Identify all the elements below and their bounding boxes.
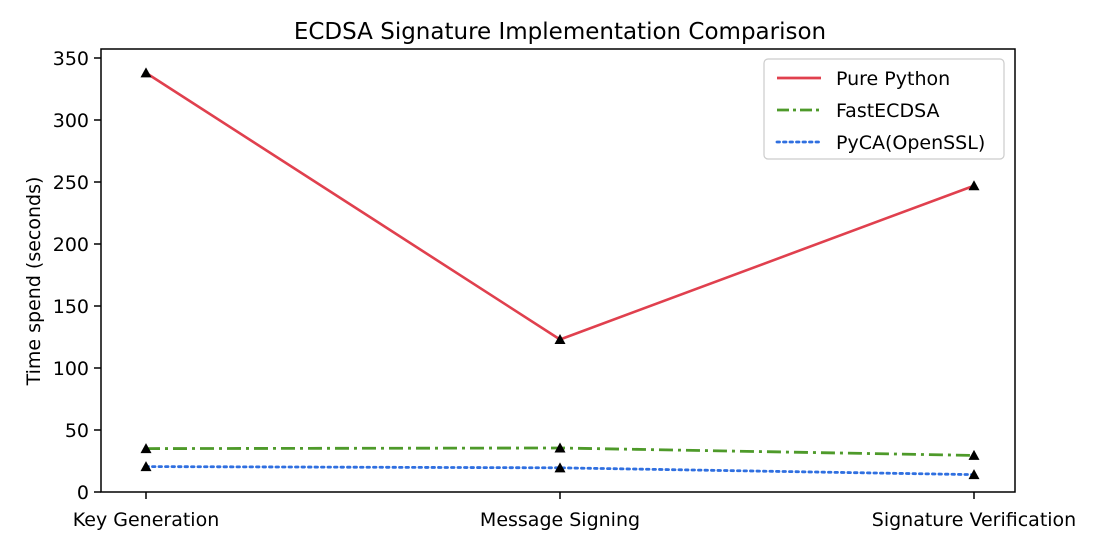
x-tick-label: Message Signing xyxy=(480,509,640,531)
y-tick-label: 50 xyxy=(65,420,89,442)
data-point-marker xyxy=(968,180,980,191)
legend-label-3: PyCA(OpenSSL) xyxy=(836,132,985,154)
data-point-marker xyxy=(554,442,566,453)
y-tick-label: 100 xyxy=(53,358,89,380)
y-axis-label: Time spend (seconds) xyxy=(23,177,45,387)
legend-label-2: FastECDSA xyxy=(836,100,940,122)
y-tick-label: 300 xyxy=(53,110,89,132)
data-point-marker xyxy=(968,469,980,480)
y-tick-label: 150 xyxy=(53,296,89,318)
x-tick-label: Signature Verification xyxy=(872,509,1076,531)
data-point-marker xyxy=(140,461,152,472)
plot-frame xyxy=(100,48,1016,493)
legend-box xyxy=(763,58,1005,160)
x-tick-label: Key Generation xyxy=(73,509,219,531)
series-line-3 xyxy=(144,465,976,477)
y-tick-label: 0 xyxy=(77,482,89,504)
data-point-marker xyxy=(554,462,566,473)
data-point-marker xyxy=(968,449,980,460)
y-tick-label: 250 xyxy=(53,172,89,194)
legend-label-1: Pure Python xyxy=(836,68,950,90)
legend: Pure Python FastECDSA PyCA(OpenSSL) xyxy=(763,58,1005,160)
y-tick-label: 200 xyxy=(53,234,89,256)
data-point-marker xyxy=(140,443,152,454)
plot-area: 0 50 100 150 200 250 300 350 Key Generation Messa… xyxy=(53,48,1077,531)
y-tick-label: 350 xyxy=(53,48,89,70)
data-point-marker xyxy=(140,67,152,78)
chart-title: ECDSA Signature Implementation Compariso… xyxy=(294,19,826,45)
data-point-marker xyxy=(554,333,566,344)
